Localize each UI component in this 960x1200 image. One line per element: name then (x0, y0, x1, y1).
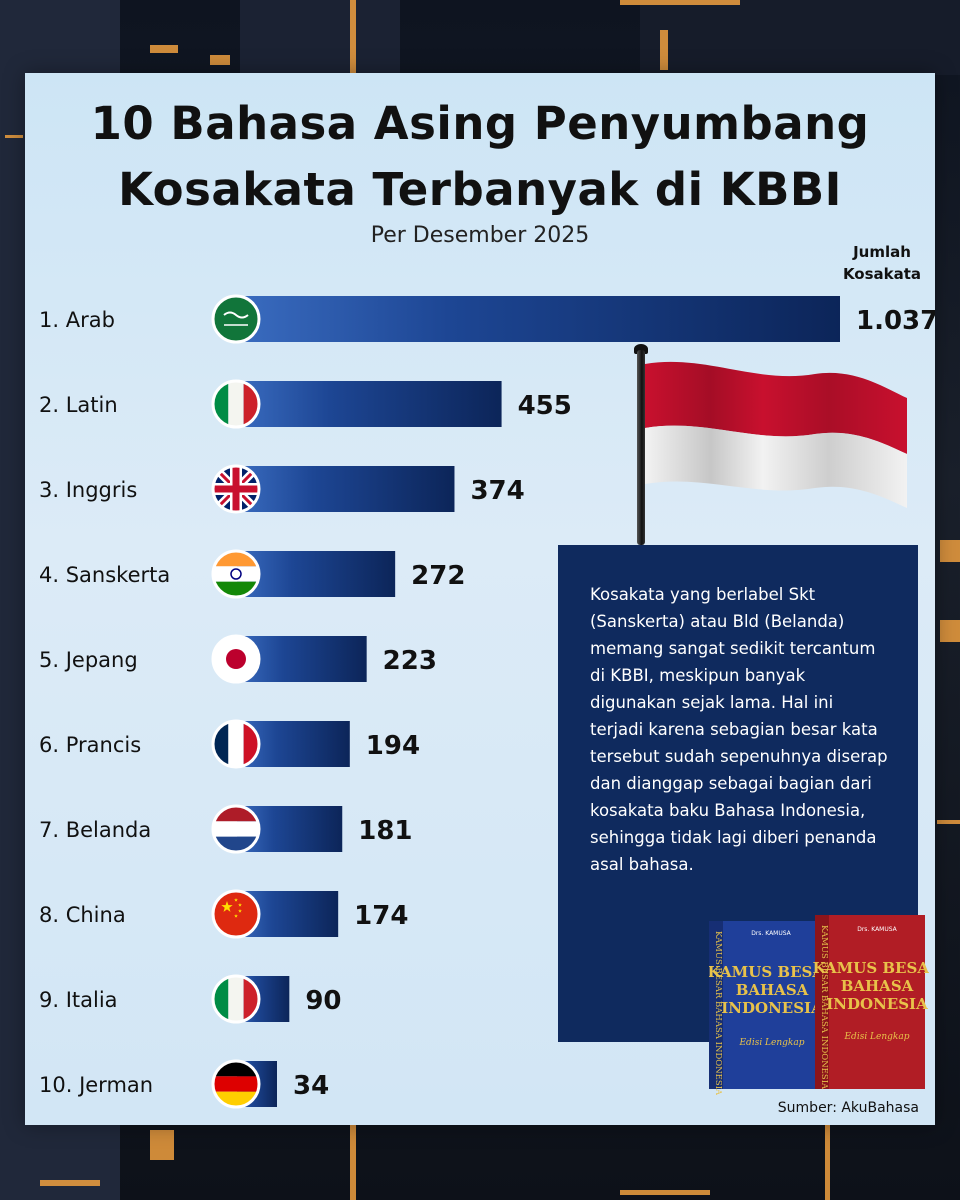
bar (237, 466, 455, 512)
source-credit: Sumber: AkuBahasa (777, 1100, 919, 1116)
red-book-title-1: KAMUS BESAR (813, 959, 929, 977)
italy-flag-icon (211, 974, 261, 1024)
column-header-line-2: Kosakata (842, 265, 922, 283)
blue-book-author: Drs. KAMUSA (751, 930, 791, 937)
category-label: 9. Italia (39, 988, 118, 1012)
bar (237, 296, 840, 342)
category-label: 10. Jerman (39, 1073, 153, 1097)
bar-row: 6. Prancis 194 (39, 719, 420, 769)
bar-row: 2. Latin 455 (39, 379, 572, 429)
bar (237, 381, 502, 427)
blue-book-title-2: BAHASA (736, 981, 809, 999)
value-label: 223 (383, 646, 437, 676)
value-label: 181 (358, 816, 412, 846)
kbbi-books-image: KAMUS BESAR BAHASA INDONESIA Drs. KAMUSA… (709, 915, 929, 1095)
value-label: 174 (354, 901, 408, 931)
blue-book-edition: Edisi Lengkap (738, 1038, 804, 1048)
bar-row: 9. Italia 90 (39, 974, 342, 1024)
bar-row: 1. Arab 1.037 (39, 294, 935, 344)
category-label: 1. Arab (39, 308, 115, 332)
red-book-author: Drs. KAMUSA (857, 926, 897, 933)
bar-row: 3. Inggris 374 (39, 464, 525, 514)
indonesia-flag-icon (645, 361, 907, 508)
flagpole (637, 350, 645, 545)
red-book-title-2: BAHASA (841, 977, 914, 995)
title-line-2: Kosakata Terbanyak di KBBI (118, 163, 842, 216)
category-label: 2. Latin (39, 393, 118, 417)
bar (237, 551, 396, 597)
column-header-line-1: Jumlah (853, 243, 911, 261)
italy-flag-icon (211, 379, 261, 429)
japan-flag-icon (211, 634, 261, 684)
chart-subtitle: Per Desember 2025 (370, 223, 590, 248)
title-line-1: 10 Bahasa Asing Penyumbang (90, 97, 870, 150)
value-label: 34 (293, 1071, 329, 1101)
info-note-text: Kosakata yang berlabel Skt (Sanskerta) a… (590, 585, 888, 874)
china-flag-icon (211, 889, 261, 939)
value-label: 194 (366, 731, 420, 761)
bar-chart: 1. Arab 1.037 2. Latin 455 3. Inggris 374 4. S… (39, 294, 935, 1109)
category-label: 6. Prancis (39, 733, 141, 757)
bar-row: 4. Sanskerta 272 (39, 549, 465, 599)
united-kingdom-flag-icon (211, 464, 261, 514)
france-flag-icon (211, 719, 261, 769)
bar-row: 5. Jepang 223 (39, 634, 437, 684)
category-label: 4. Sanskerta (39, 563, 170, 587)
blue-book-spine: KAMUS BESAR BAHASA INDONESIA (713, 931, 723, 1095)
value-label: 1.037 (856, 306, 935, 336)
netherlands-flag-icon (211, 804, 261, 854)
blue-book-title-1: KAMUS BESAR (709, 963, 837, 981)
value-label: 455 (518, 391, 572, 421)
category-label: 8. China (39, 903, 126, 927)
category-label: 3. Inggris (39, 478, 137, 502)
red-book-edition: Edisi Lengkap (843, 1032, 909, 1042)
blue-book-title-3: INDONESIA (721, 999, 823, 1017)
category-label: 5. Jepang (39, 648, 138, 672)
bar-row: 8. China 174 (39, 889, 408, 939)
bar-row: 7. Belanda 181 (39, 804, 413, 854)
chart-title: 10 Bahasa Asing Penyumbang Kosakata Terb… (25, 91, 935, 223)
red-book-title-3: INDONESIA (826, 995, 928, 1013)
saudi-arabia-flag-icon (211, 294, 261, 344)
bar-row: 10. Jerman 34 (39, 1059, 329, 1109)
value-label: 374 (470, 476, 524, 506)
red-book-spine: KAMUS BESAR BAHASA INDONESIA (819, 925, 829, 1090)
infographic-panel: 10 Bahasa Asing Penyumbang Kosakata Terb… (25, 73, 935, 1125)
india-flag-icon (211, 549, 261, 599)
value-column-header: Jumlah Kosakata (837, 241, 927, 285)
germany-flag-icon (211, 1059, 261, 1109)
value-label: 272 (411, 561, 465, 591)
category-label: 7. Belanda (39, 818, 151, 842)
flagpole-cap (634, 344, 648, 354)
value-label: 90 (305, 986, 341, 1016)
